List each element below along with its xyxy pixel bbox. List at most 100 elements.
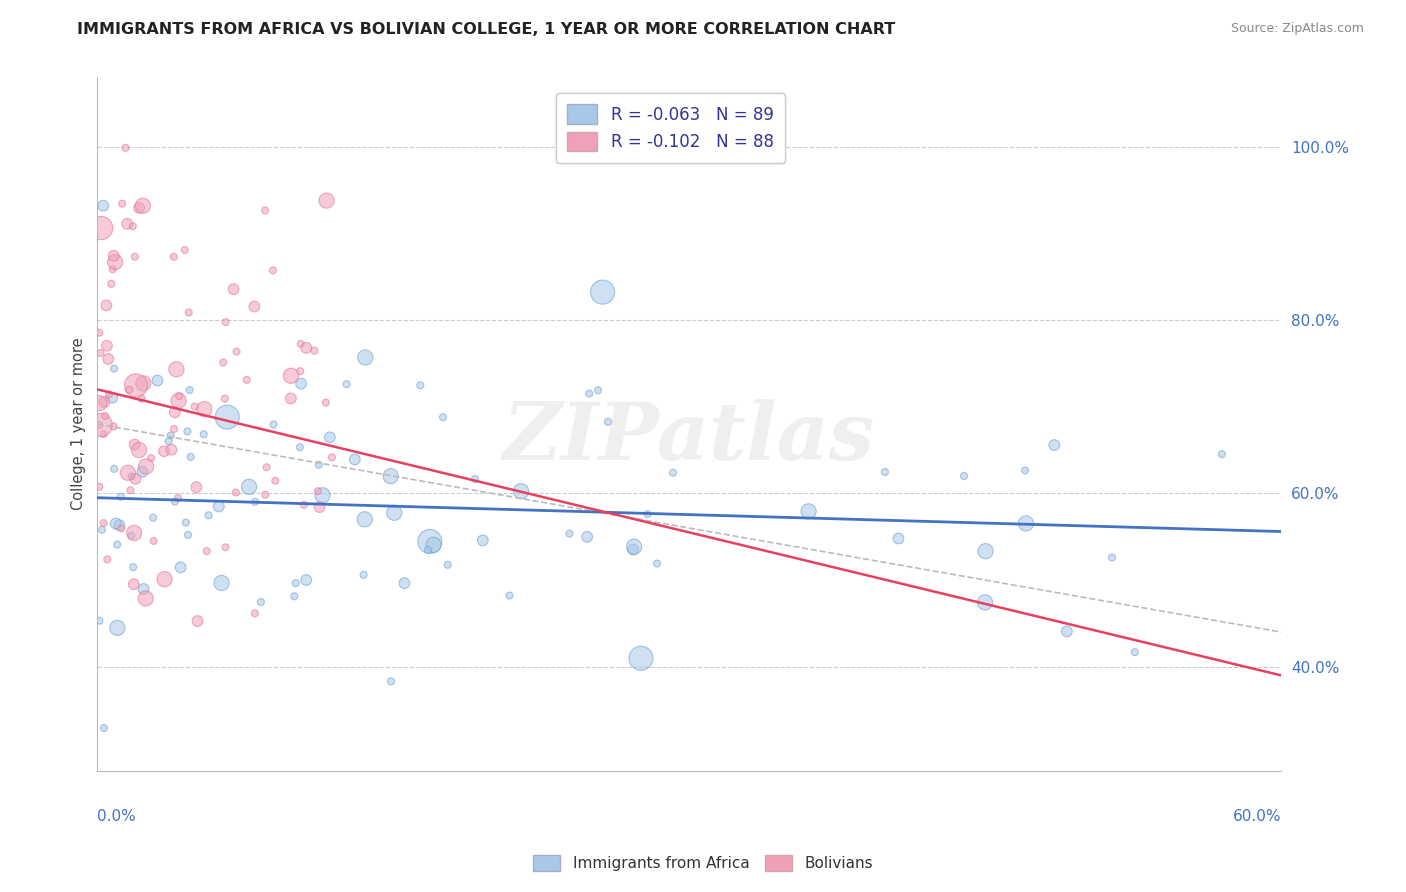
Point [1211,447,1233,461]
Point [292,498,315,512]
Point [128,201,150,215]
Point [243,495,266,509]
Point [290,337,312,351]
Point [1101,550,1123,565]
Point [280,392,302,406]
Point [89,326,111,340]
Point [380,469,402,483]
Point [621,542,644,557]
Point [142,510,165,524]
Point [596,415,619,429]
Point [284,576,307,591]
Point [953,469,976,483]
Point [122,577,145,591]
Point [135,591,157,606]
Point [250,595,273,609]
Point [110,490,132,504]
Text: ZIPatlas: ZIPatlas [503,400,876,476]
Point [208,500,231,514]
Point [103,462,125,476]
Y-axis label: College, 1 year or more: College, 1 year or more [72,338,86,510]
Point [315,194,337,208]
Point [121,219,143,234]
Point [464,472,486,486]
Point [254,488,277,502]
Point [135,459,157,474]
Point [96,552,118,566]
Point [146,374,169,388]
Point [214,541,236,555]
Point [120,469,142,483]
Point [214,315,236,329]
Point [974,595,997,609]
Point [290,364,312,378]
Point [179,383,201,397]
Point [193,427,215,442]
Point [93,427,115,442]
Point [177,528,200,542]
Point [103,361,125,376]
Point [308,458,330,472]
Point [125,378,148,392]
Point [139,450,162,465]
Point [319,430,342,444]
Point [163,405,186,419]
Point [380,674,402,689]
Point [132,582,155,596]
Point [173,243,195,257]
Point [94,409,117,423]
Point [409,378,432,392]
Point [308,500,330,514]
Point [212,355,235,369]
Point [100,277,122,291]
Point [256,460,278,475]
Point [436,558,458,572]
Point [157,434,180,449]
Point [124,437,146,451]
Point [510,484,533,499]
Point [974,544,997,558]
Point [153,572,176,586]
Point [160,442,183,457]
Text: IMMIGRANTS FROM AFRICA VS BOLIVIAN COLLEGE, 1 YEAR OR MORE CORRELATION CHART: IMMIGRANTS FROM AFRICA VS BOLIVIAN COLLE… [77,22,896,37]
Point [93,395,115,409]
Point [93,516,115,530]
Point [311,488,333,502]
Point [262,263,284,277]
Point [304,343,326,358]
Point [280,368,302,383]
Point [586,384,609,398]
Point [96,339,118,353]
Point [163,494,186,508]
Point [153,444,176,458]
Point [108,518,131,533]
Point [114,141,136,155]
Point [662,466,685,480]
Point [186,614,208,628]
Point [167,389,190,403]
Point [225,344,247,359]
Point [193,402,215,417]
Point [90,221,112,235]
Point [165,362,187,376]
Point [115,217,138,231]
Point [132,376,155,391]
Point [343,452,366,467]
Point [105,621,128,635]
Point [163,250,186,264]
Point [111,196,134,211]
Point [97,351,120,366]
Point [1015,516,1038,531]
Point [89,396,111,410]
Point [142,533,165,548]
Point [89,417,111,432]
Point [235,373,257,387]
Point [645,557,668,571]
Point [637,507,659,521]
Point [89,614,111,628]
Point [98,387,121,401]
Point [131,465,153,479]
Point [254,203,277,218]
Point [214,392,236,406]
Point [422,538,444,552]
